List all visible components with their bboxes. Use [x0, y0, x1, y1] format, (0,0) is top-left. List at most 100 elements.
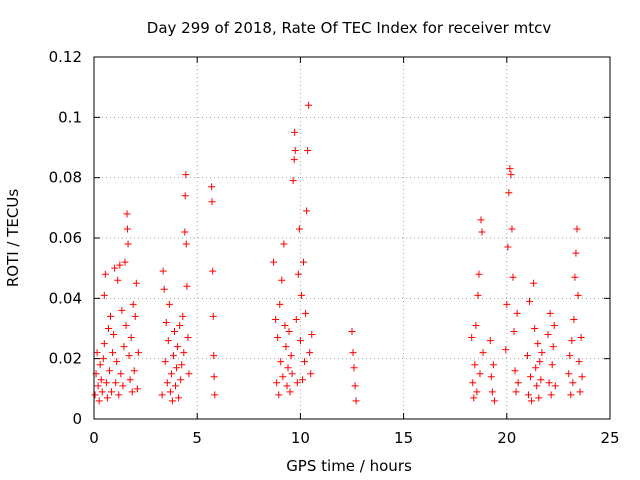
data-point	[108, 388, 116, 396]
data-point	[178, 361, 186, 369]
data-point	[210, 373, 218, 381]
data-point	[351, 382, 359, 390]
x-tick-label: 10	[291, 429, 310, 447]
data-point	[475, 270, 483, 278]
data-point	[535, 394, 543, 402]
data-point	[165, 300, 173, 308]
data-point	[113, 358, 121, 366]
y-tick-label: 0.08	[49, 169, 82, 187]
y-tick-label: 0.06	[49, 229, 82, 247]
data-point	[166, 388, 174, 396]
data-point	[107, 312, 115, 320]
data-point	[117, 370, 125, 378]
data-point	[524, 391, 532, 399]
data-point	[293, 379, 301, 387]
data-point	[170, 328, 178, 336]
data-point	[97, 376, 105, 384]
data-point	[348, 328, 356, 336]
data-point	[575, 358, 583, 366]
data-point	[126, 376, 134, 384]
data-point	[474, 291, 482, 299]
data-point	[523, 352, 531, 360]
data-point	[470, 394, 478, 402]
x-tick-label: 5	[192, 429, 202, 447]
data-point	[167, 370, 175, 378]
data-point	[503, 300, 511, 308]
data-point	[208, 198, 216, 206]
y-tick-label: 0.1	[58, 108, 82, 126]
data-point	[273, 379, 281, 387]
data-point	[565, 370, 573, 378]
data-point	[303, 207, 311, 215]
data-point	[104, 325, 112, 332]
data-point	[291, 147, 299, 155]
data-point	[534, 340, 542, 348]
data-point	[544, 331, 552, 339]
data-point	[285, 328, 293, 336]
data-point	[208, 183, 216, 191]
data-point	[182, 240, 190, 248]
data-point	[472, 321, 480, 329]
data-point	[125, 352, 133, 360]
data-point	[352, 397, 360, 405]
data-point	[180, 349, 188, 357]
data-point	[102, 379, 110, 387]
data-point	[283, 382, 291, 390]
data-point	[181, 228, 189, 236]
data-point	[566, 352, 574, 360]
data-point	[275, 391, 283, 399]
data-point	[276, 300, 284, 308]
x-tick-label: 20	[497, 429, 516, 447]
x-tick-label: 25	[600, 429, 619, 447]
data-point	[177, 376, 185, 384]
data-point	[172, 382, 180, 390]
data-point	[179, 312, 187, 320]
data-point	[176, 321, 184, 329]
data-point	[118, 306, 126, 314]
data-point	[115, 391, 123, 399]
data-point	[211, 391, 219, 399]
data-point	[488, 388, 496, 396]
data-point	[120, 343, 128, 351]
data-point	[286, 388, 294, 396]
data-point	[469, 379, 477, 387]
data-point	[98, 388, 106, 396]
plot-frame	[93, 56, 611, 420]
data-point	[99, 355, 107, 363]
data-point	[103, 394, 111, 402]
data-point	[537, 376, 545, 384]
data-point	[567, 391, 575, 399]
data-point	[294, 270, 302, 278]
data-point	[100, 340, 108, 348]
data-point	[305, 101, 313, 109]
data-point	[114, 276, 122, 284]
data-point	[301, 358, 309, 366]
data-point	[473, 388, 481, 396]
data-point	[111, 264, 119, 272]
data-point	[185, 370, 193, 378]
data-point	[169, 352, 177, 360]
data-point	[91, 391, 99, 399]
data-point	[277, 358, 285, 366]
data-point	[123, 225, 131, 233]
data-point	[158, 391, 166, 399]
data-point	[134, 349, 142, 357]
data-point	[164, 337, 172, 345]
data-point	[510, 328, 518, 336]
data-point	[279, 373, 287, 381]
data-point	[174, 343, 182, 351]
data-point	[289, 177, 297, 185]
x-tick-label: 15	[394, 429, 413, 447]
data-point	[548, 361, 556, 369]
data-point	[551, 382, 559, 390]
data-point	[288, 370, 296, 378]
data-point	[349, 349, 357, 357]
data-point	[528, 397, 536, 405]
data-point	[274, 334, 282, 342]
data-point	[132, 279, 140, 287]
data-point	[526, 297, 534, 305]
data-point	[287, 352, 295, 360]
data-point	[306, 349, 314, 357]
data-point	[506, 165, 514, 173]
data-point	[121, 258, 129, 266]
